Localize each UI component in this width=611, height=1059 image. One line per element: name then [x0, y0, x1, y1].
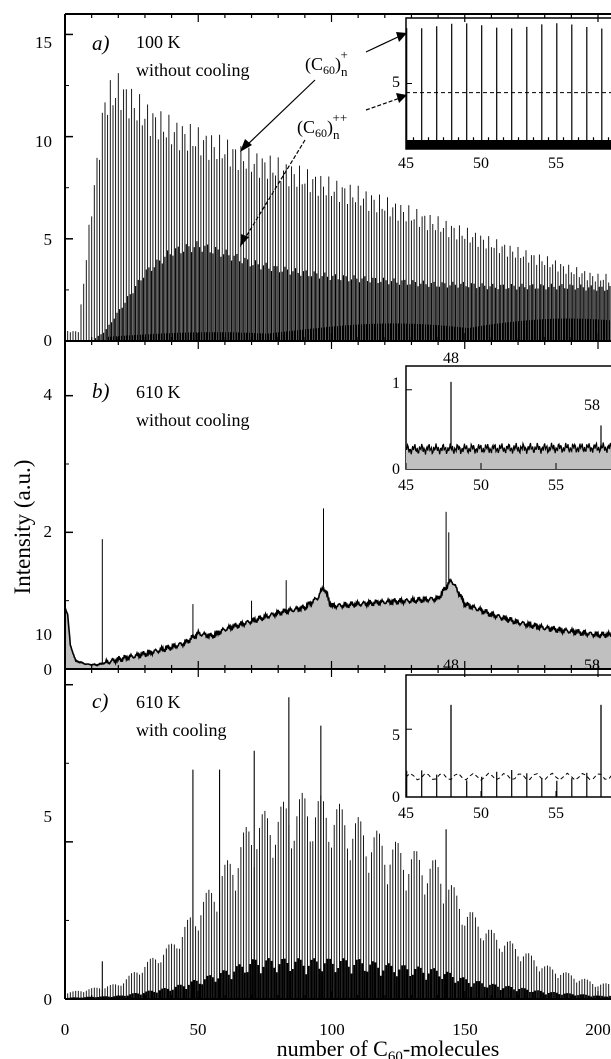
inset-y-tick-label: 5 — [392, 74, 400, 91]
inset-x-tick-label: 55 — [548, 155, 564, 172]
inset-x-tick-label: 55 — [548, 477, 564, 494]
inset-x-tick-label: 45 — [398, 477, 414, 494]
inset-c-peaks — [406, 770, 588, 797]
panel-a-inset: 5 45 50 55 — [392, 17, 611, 172]
legend-singly-charged: (C60)n+ — [305, 47, 348, 79]
inset-y-tick-label: 0 — [392, 789, 400, 806]
inset-y-tick-label: 1 — [392, 375, 400, 392]
background-peaks — [107, 318, 611, 341]
panel-a-condition: without cooling — [136, 60, 250, 80]
x-tick-label: 50 — [190, 1020, 207, 1039]
y-tick-label: 15 — [35, 33, 52, 52]
arrow-singly-charged — [245, 79, 316, 147]
series-singly-charged-peaks — [67, 73, 610, 341]
y-tick-label: 10 — [35, 625, 52, 644]
inset-x-tick-label: 50 — [473, 805, 489, 822]
inset-x-tick-label: 50 — [473, 155, 489, 172]
arrow-doubly-charged — [243, 139, 306, 241]
arrow-head — [396, 93, 407, 103]
x-axis-label: number of C60-molecules — [277, 1036, 500, 1059]
panel-c-temperature: 610 K — [136, 692, 181, 712]
panel-b-condition: without cooling — [136, 410, 250, 430]
panel-frames — [64, 13, 611, 1000]
panel-a-y-tick-labels: 0 5 10 15 — [35, 33, 52, 350]
y-tick-label: 0 — [44, 660, 53, 679]
inset-peak-label: 58 — [584, 397, 600, 414]
arrow-inset-singly — [365, 35, 401, 53]
panel-b-inset: 48 58 0 1 45 50 55 — [392, 350, 611, 494]
y-tick-label: 10 — [35, 132, 52, 151]
inset-x-tick-label: 45 — [398, 155, 414, 172]
inset-a-baseline — [406, 140, 611, 149]
arrow-inset-doubly — [365, 97, 401, 111]
panel-c-condition: with cooling — [136, 720, 227, 740]
inset-x-tick-label: 45 — [398, 805, 414, 822]
panel-b-data — [64, 508, 611, 669]
y-tick-label: 0 — [44, 331, 53, 350]
arrow-head — [396, 32, 407, 42]
inset-y-tick-label: 0 — [392, 461, 400, 478]
x-tick-label: 200 — [585, 1020, 611, 1039]
inset-b-signal — [405, 441, 611, 456]
panel-a-inset-frame — [405, 17, 611, 150]
y-tick-label: 5 — [44, 230, 53, 249]
panel-b-letter: b) — [92, 379, 110, 403]
panel-b-area — [65, 580, 611, 669]
panel-c-letter: c) — [92, 689, 108, 713]
inset-peak-label: 48 — [443, 657, 459, 674]
y-tick-label: 5 — [44, 807, 53, 826]
y-tick-label: 0 — [44, 990, 53, 1009]
panel-c-data — [67, 697, 611, 999]
panel-a-letter: a) — [92, 31, 110, 55]
panel-c-inset: 48 58 0 5 45 50 55 — [392, 657, 611, 822]
inset-b-area — [406, 442, 611, 469]
panel-c-y-tick-labels: 0 5 10 — [35, 625, 52, 1009]
panel-a-annotation-arrows — [240, 32, 407, 247]
panel-b-temperature: 610 K — [136, 382, 181, 402]
panel-a-data — [67, 73, 611, 341]
panel-b-inset-data — [405, 381, 611, 469]
x-axis-label-tail: -molecules — [403, 1036, 500, 1059]
panel-b-signal — [64, 577, 611, 667]
inset-y-tick-label: 5 — [392, 727, 400, 744]
x-tick-labels: 0 50 100 150 200 — [61, 1020, 611, 1039]
panel-a-temperature: 100 K — [136, 32, 181, 52]
panel-a: 0 5 10 15 a) 100 K without cooling (C60)… — [35, 17, 611, 350]
panel-c: 0 5 10 c) 610 K with cooling 48 58 0 5 4… — [35, 625, 611, 1009]
panel-a-inset-data — [405, 23, 611, 149]
inset-x-tick-label: 55 — [548, 805, 564, 822]
inset-peak-label: 48 — [443, 350, 459, 367]
inset-x-tick-label: 50 — [473, 477, 489, 494]
x-tick-label: 0 — [61, 1020, 70, 1039]
panel-b: 0 2 4 b) 610 K without cooling 48 58 0 1… — [44, 350, 611, 679]
y-tick-label: 4 — [44, 385, 53, 404]
series-doubly-charged-peaks — [95, 241, 611, 341]
y-tick-label: 2 — [44, 522, 53, 541]
x-tick-label: 100 — [319, 1020, 345, 1039]
panel-c-peaks — [67, 792, 610, 999]
panel-c-inset-data — [405, 704, 611, 797]
x-axis-label-main: number of C — [277, 1036, 388, 1059]
legend-doubly-charged: (C60)n++ — [297, 110, 347, 142]
y-axis-label: Intensity (a.u.) — [10, 460, 35, 595]
x-axis-label-sub: 60 — [388, 1049, 403, 1059]
arrow-head — [240, 139, 252, 152]
panel-b-y-tick-labels: 0 2 4 — [44, 385, 53, 679]
x-tick-label: 150 — [452, 1020, 478, 1039]
arrow-head — [240, 234, 249, 247]
